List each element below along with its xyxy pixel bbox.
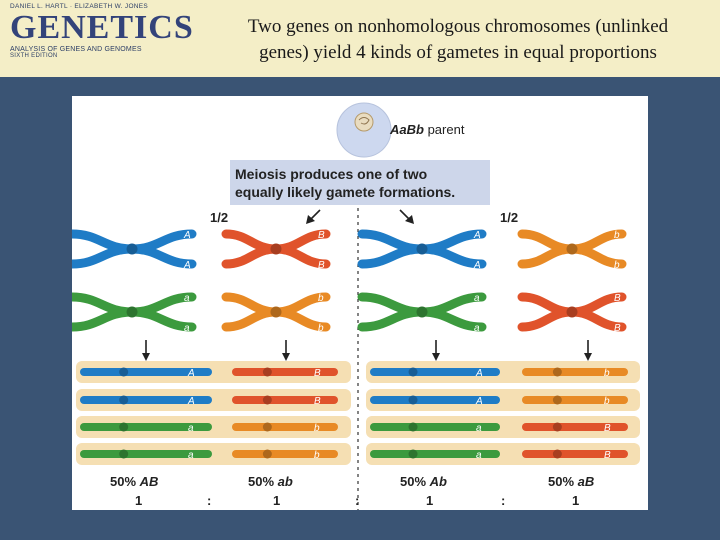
allele-label: b	[318, 293, 324, 304]
book-edition: SIXTH EDITION	[10, 53, 58, 59]
slide-title-line-1: Two genes on nonhomologous chromosomes (…	[247, 16, 669, 37]
allele-label: b	[314, 450, 320, 461]
chromosome-b-top-right: bb	[517, 229, 627, 271]
chromosome-B-bottom-right: BB	[517, 292, 627, 334]
ratio-separator-1: :	[207, 493, 211, 508]
ratio-separator-3: :	[501, 493, 505, 508]
allele-label: a	[476, 450, 482, 461]
gamete-label-aB: 50% aB	[548, 474, 594, 489]
parent-label: AaBb parent	[389, 122, 465, 137]
allele-label: a	[474, 323, 480, 334]
ratio-value-2: 1	[273, 493, 280, 508]
allele-label: A	[473, 230, 481, 241]
ratio-value-3: 1	[426, 493, 433, 508]
down-arrows	[142, 340, 592, 361]
allele-label: b	[614, 260, 620, 271]
ratio-value-4: 1	[572, 493, 579, 508]
slide-title: Two genes on nonhomologous chromosomes (…	[198, 14, 718, 66]
down-arrow-2	[282, 340, 290, 361]
book-title: GENETICS	[10, 9, 194, 46]
probability-left: 1/2	[210, 210, 228, 225]
ratio-value-1: 1	[135, 493, 142, 508]
allele-label: a	[476, 423, 482, 434]
allele-label: A	[187, 368, 195, 379]
meiosis-note-box	[230, 160, 490, 205]
chromosome-B-top-left: BB	[221, 229, 331, 271]
allele-label: A	[183, 260, 191, 271]
arrow-to-left-formation	[306, 209, 321, 224]
probability-right: 1/2	[500, 210, 518, 225]
meiosis-note-line-2: equally likely gamete formations.	[235, 184, 455, 200]
chromosome-A-top-left: AA	[72, 229, 197, 271]
allele-label: a	[184, 323, 190, 334]
book-subtitle: ANALYSIS OF GENES AND GENOMES	[10, 46, 142, 53]
allele-label: b	[314, 423, 320, 434]
allele-label: B	[314, 396, 321, 407]
ratio-separator-2: :	[355, 493, 359, 508]
chromosome-a-bottom-right: aa	[357, 292, 487, 334]
allele-label: b	[604, 368, 610, 379]
allele-label: B	[318, 230, 325, 241]
allele-label: B	[314, 368, 321, 379]
down-arrow-1	[142, 340, 150, 361]
allele-label: a	[184, 293, 190, 304]
gamete-label-Ab: 50% Ab	[400, 474, 447, 489]
arrow-to-right-formation	[399, 209, 414, 224]
chromosome-a-bottom-left: aa	[72, 292, 197, 334]
parent-cell-icon	[336, 102, 392, 158]
allele-label: B	[604, 423, 611, 434]
allele-label: b	[318, 323, 324, 334]
allele-label: a	[188, 450, 194, 461]
allele-label: B	[318, 260, 325, 271]
slide-title-line-2: genes) yield 4 kinds of gametes in equal…	[259, 42, 657, 63]
allele-label: A	[183, 230, 191, 241]
gamete-label-AB: 50% AB	[110, 474, 158, 489]
slide-header: DANIEL L. HARTL · ELIZABETH W. JONES GEN…	[0, 0, 720, 77]
down-arrow-4	[584, 340, 592, 361]
allele-label: A	[473, 260, 481, 271]
book-logo: DANIEL L. HARTL · ELIZABETH W. JONES GEN…	[10, 3, 195, 59]
allele-label: B	[614, 293, 621, 304]
allele-label: B	[604, 450, 611, 461]
chromosome-b-bottom-left: bb	[221, 292, 331, 334]
book-authors: DANIEL L. HARTL · ELIZABETH W. JONES	[10, 3, 149, 10]
allele-label: A	[475, 368, 483, 379]
chromosome-A-top-right: AA	[357, 229, 487, 271]
meiosis-figure: AaBb parent Meiosis produces one of two …	[72, 96, 648, 510]
allele-label: A	[475, 396, 483, 407]
figure-canvas: AaBb parent Meiosis produces one of two …	[72, 102, 640, 510]
allele-label: B	[614, 323, 621, 334]
allele-label: A	[187, 396, 195, 407]
meiosis-note-line-1: Meiosis produces one of two	[235, 166, 427, 182]
allele-label: a	[188, 423, 194, 434]
allele-label: a	[474, 293, 480, 304]
allele-label: b	[604, 396, 610, 407]
down-arrow-3	[432, 340, 440, 361]
allele-label: b	[614, 230, 620, 241]
gamete-label-ab: 50% ab	[248, 474, 293, 489]
